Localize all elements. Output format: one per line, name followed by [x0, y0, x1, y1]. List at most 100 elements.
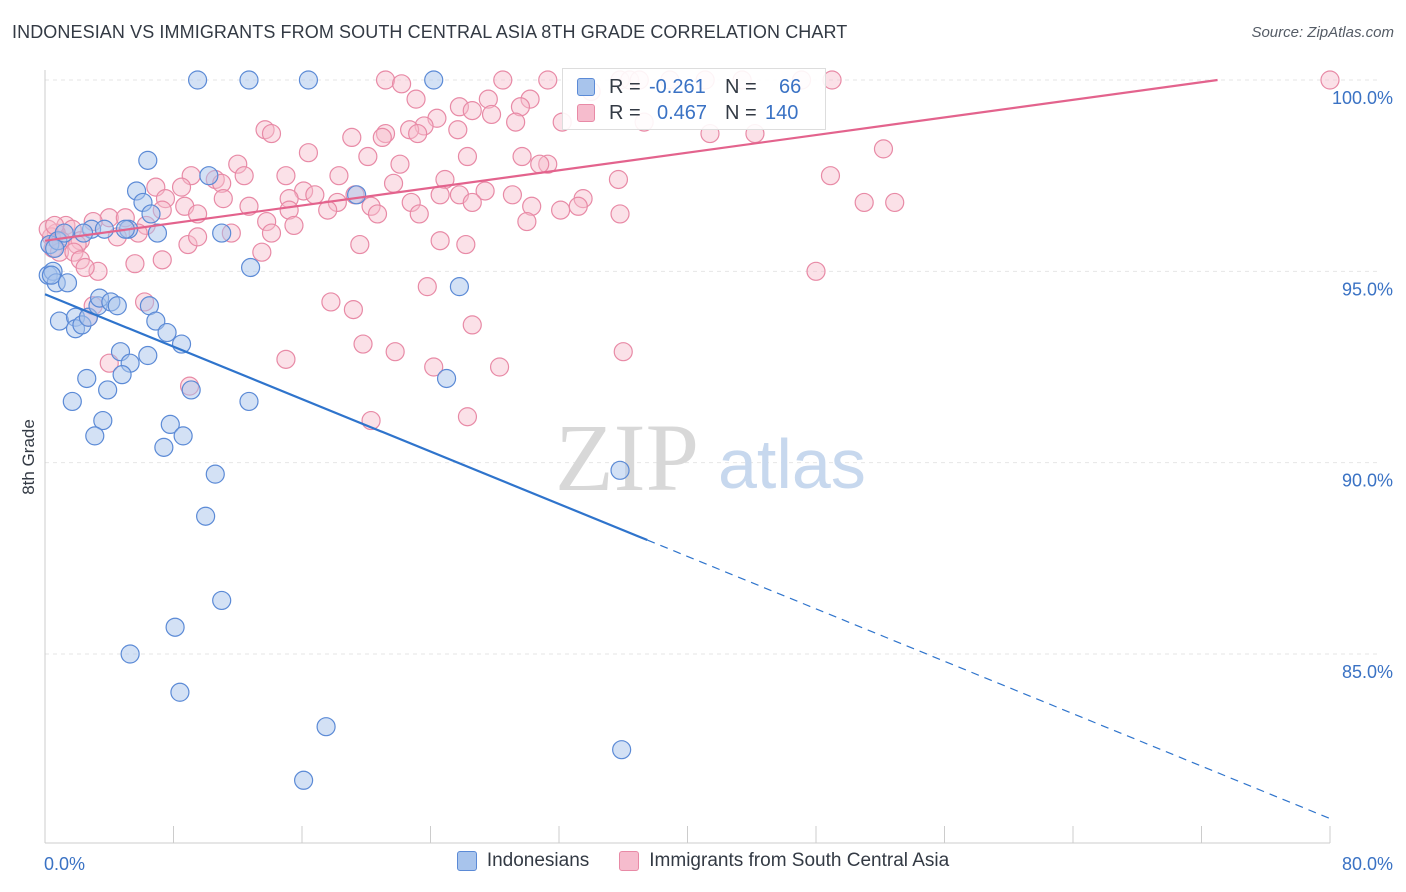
data-point-indonesians [165, 617, 185, 637]
data-point-immigrants [75, 257, 95, 278]
data-point-immigrants [502, 185, 523, 205]
data-point-immigrants [481, 104, 502, 125]
data-point-indonesians [138, 150, 158, 170]
data-point-immigrants [353, 334, 373, 354]
data-point-immigrants [342, 127, 362, 147]
data-point-immigrants [401, 192, 421, 213]
data-point-immigrants [462, 101, 482, 121]
data-point-immigrants [522, 196, 542, 216]
legend-swatch-immigrants [619, 851, 640, 871]
data-point-immigrants [873, 139, 894, 159]
n-label: N = [725, 101, 757, 124]
x-tick-label: 0.0% [44, 854, 85, 874]
data-point-indonesians [199, 166, 219, 186]
data-point-immigrants [517, 211, 537, 232]
data-point-indonesians [107, 296, 127, 316]
data-point-immigrants [506, 112, 526, 132]
data-point-immigrants [284, 215, 304, 236]
data-point-indonesians [173, 426, 193, 446]
data-point-immigrants [478, 89, 498, 109]
data-point-immigrants [261, 123, 282, 144]
n-label: N = [725, 75, 757, 98]
data-point-immigrants [64, 242, 84, 262]
data-point-indonesians [49, 311, 70, 331]
data-point-immigrants [88, 261, 108, 281]
data-point-immigrants [568, 196, 588, 216]
legend-item-indonesians[interactable]: Indonesians [456, 850, 589, 872]
data-point-immigrants [261, 223, 282, 243]
data-point-indonesians [154, 437, 174, 457]
data-point-indonesians [449, 277, 470, 297]
data-point-immigrants [155, 189, 176, 209]
data-point-indonesians [347, 185, 367, 205]
data-point-indonesians [77, 368, 97, 389]
data-point-immigrants [152, 250, 172, 270]
data-point-immigrants [475, 181, 495, 201]
data-point-indonesians [157, 322, 177, 343]
data-point-immigrants [462, 315, 482, 335]
data-point-indonesians [298, 70, 319, 90]
data-point-immigrants [257, 211, 277, 232]
chart-title: INDONESIAN VS IMMIGRANTS FROM SOUTH CENT… [12, 22, 848, 42]
data-point-indonesians [98, 380, 118, 400]
data-point-immigrants [409, 204, 429, 224]
data-point-indonesians [205, 464, 225, 484]
data-point-indonesians [147, 223, 168, 243]
data-point-immigrants [99, 353, 119, 373]
data-point-indonesians [62, 391, 82, 412]
data-point-immigrants [462, 192, 482, 213]
data-point-immigrants [383, 173, 404, 193]
data-point-immigrants [885, 192, 905, 213]
data-point-immigrants [239, 196, 259, 216]
r-value-immigrants: 0.467 [657, 101, 708, 124]
r-label: R = [609, 75, 641, 98]
data-point-immigrants [252, 242, 272, 262]
trend-line-indonesians-extrapolated [647, 539, 1331, 820]
data-point-indonesians [73, 223, 94, 243]
data-point-immigrants [449, 97, 470, 117]
legend-item-immigrants[interactable]: Immigrants from South Central Asia [619, 850, 949, 872]
data-point-immigrants [350, 234, 370, 255]
data-point-indonesians [241, 257, 261, 278]
data-point-immigrants [608, 169, 629, 190]
data-point-indonesians [294, 770, 314, 790]
data-point-immigrants [493, 70, 513, 90]
data-point-immigrants [178, 234, 198, 255]
data-point-indonesians [146, 311, 166, 331]
data-point-immigrants [430, 231, 450, 251]
data-point-immigrants [367, 204, 388, 224]
data-point-immigrants [276, 349, 296, 369]
data-point-immigrants [321, 292, 341, 312]
n-value-immigrants: 140 [765, 101, 799, 124]
data-point-indonesians [181, 380, 201, 400]
data-point-indonesians [316, 717, 336, 737]
data-point-indonesians [424, 70, 444, 90]
data-point-immigrants [187, 227, 208, 247]
data-point-immigrants [456, 234, 476, 255]
data-point-immigrants [329, 166, 349, 186]
r-label: R = [609, 101, 641, 124]
data-point-indonesians [120, 644, 140, 664]
data-point-immigrants [391, 74, 412, 94]
data-point-immigrants [820, 166, 841, 186]
data-point-indonesians [612, 740, 632, 760]
source-label: Source: ZipAtlas.com [1251, 24, 1394, 41]
axes [44, 70, 1331, 844]
data-point-immigrants [520, 89, 540, 109]
data-point-indonesians [41, 265, 62, 285]
data-point-indonesians [187, 70, 208, 90]
data-point-immigrants [414, 116, 434, 136]
data-point-immigrants [228, 154, 248, 174]
data-point-indonesians [160, 414, 180, 434]
data-point-indonesians [610, 460, 630, 480]
data-point-indonesians [239, 391, 259, 412]
data-point-immigrants [298, 143, 319, 163]
data-point-immigrants [234, 166, 254, 186]
r-value-indonesians: -0.261 [649, 75, 706, 98]
data-point-indonesians [196, 506, 216, 526]
data-point-immigrants [375, 70, 396, 90]
stats-box: R = -0.261 N = 66 R = 0.467 N = 140 [562, 68, 826, 130]
data-point-indonesians [212, 590, 232, 611]
data-point-immigrants [372, 127, 392, 147]
